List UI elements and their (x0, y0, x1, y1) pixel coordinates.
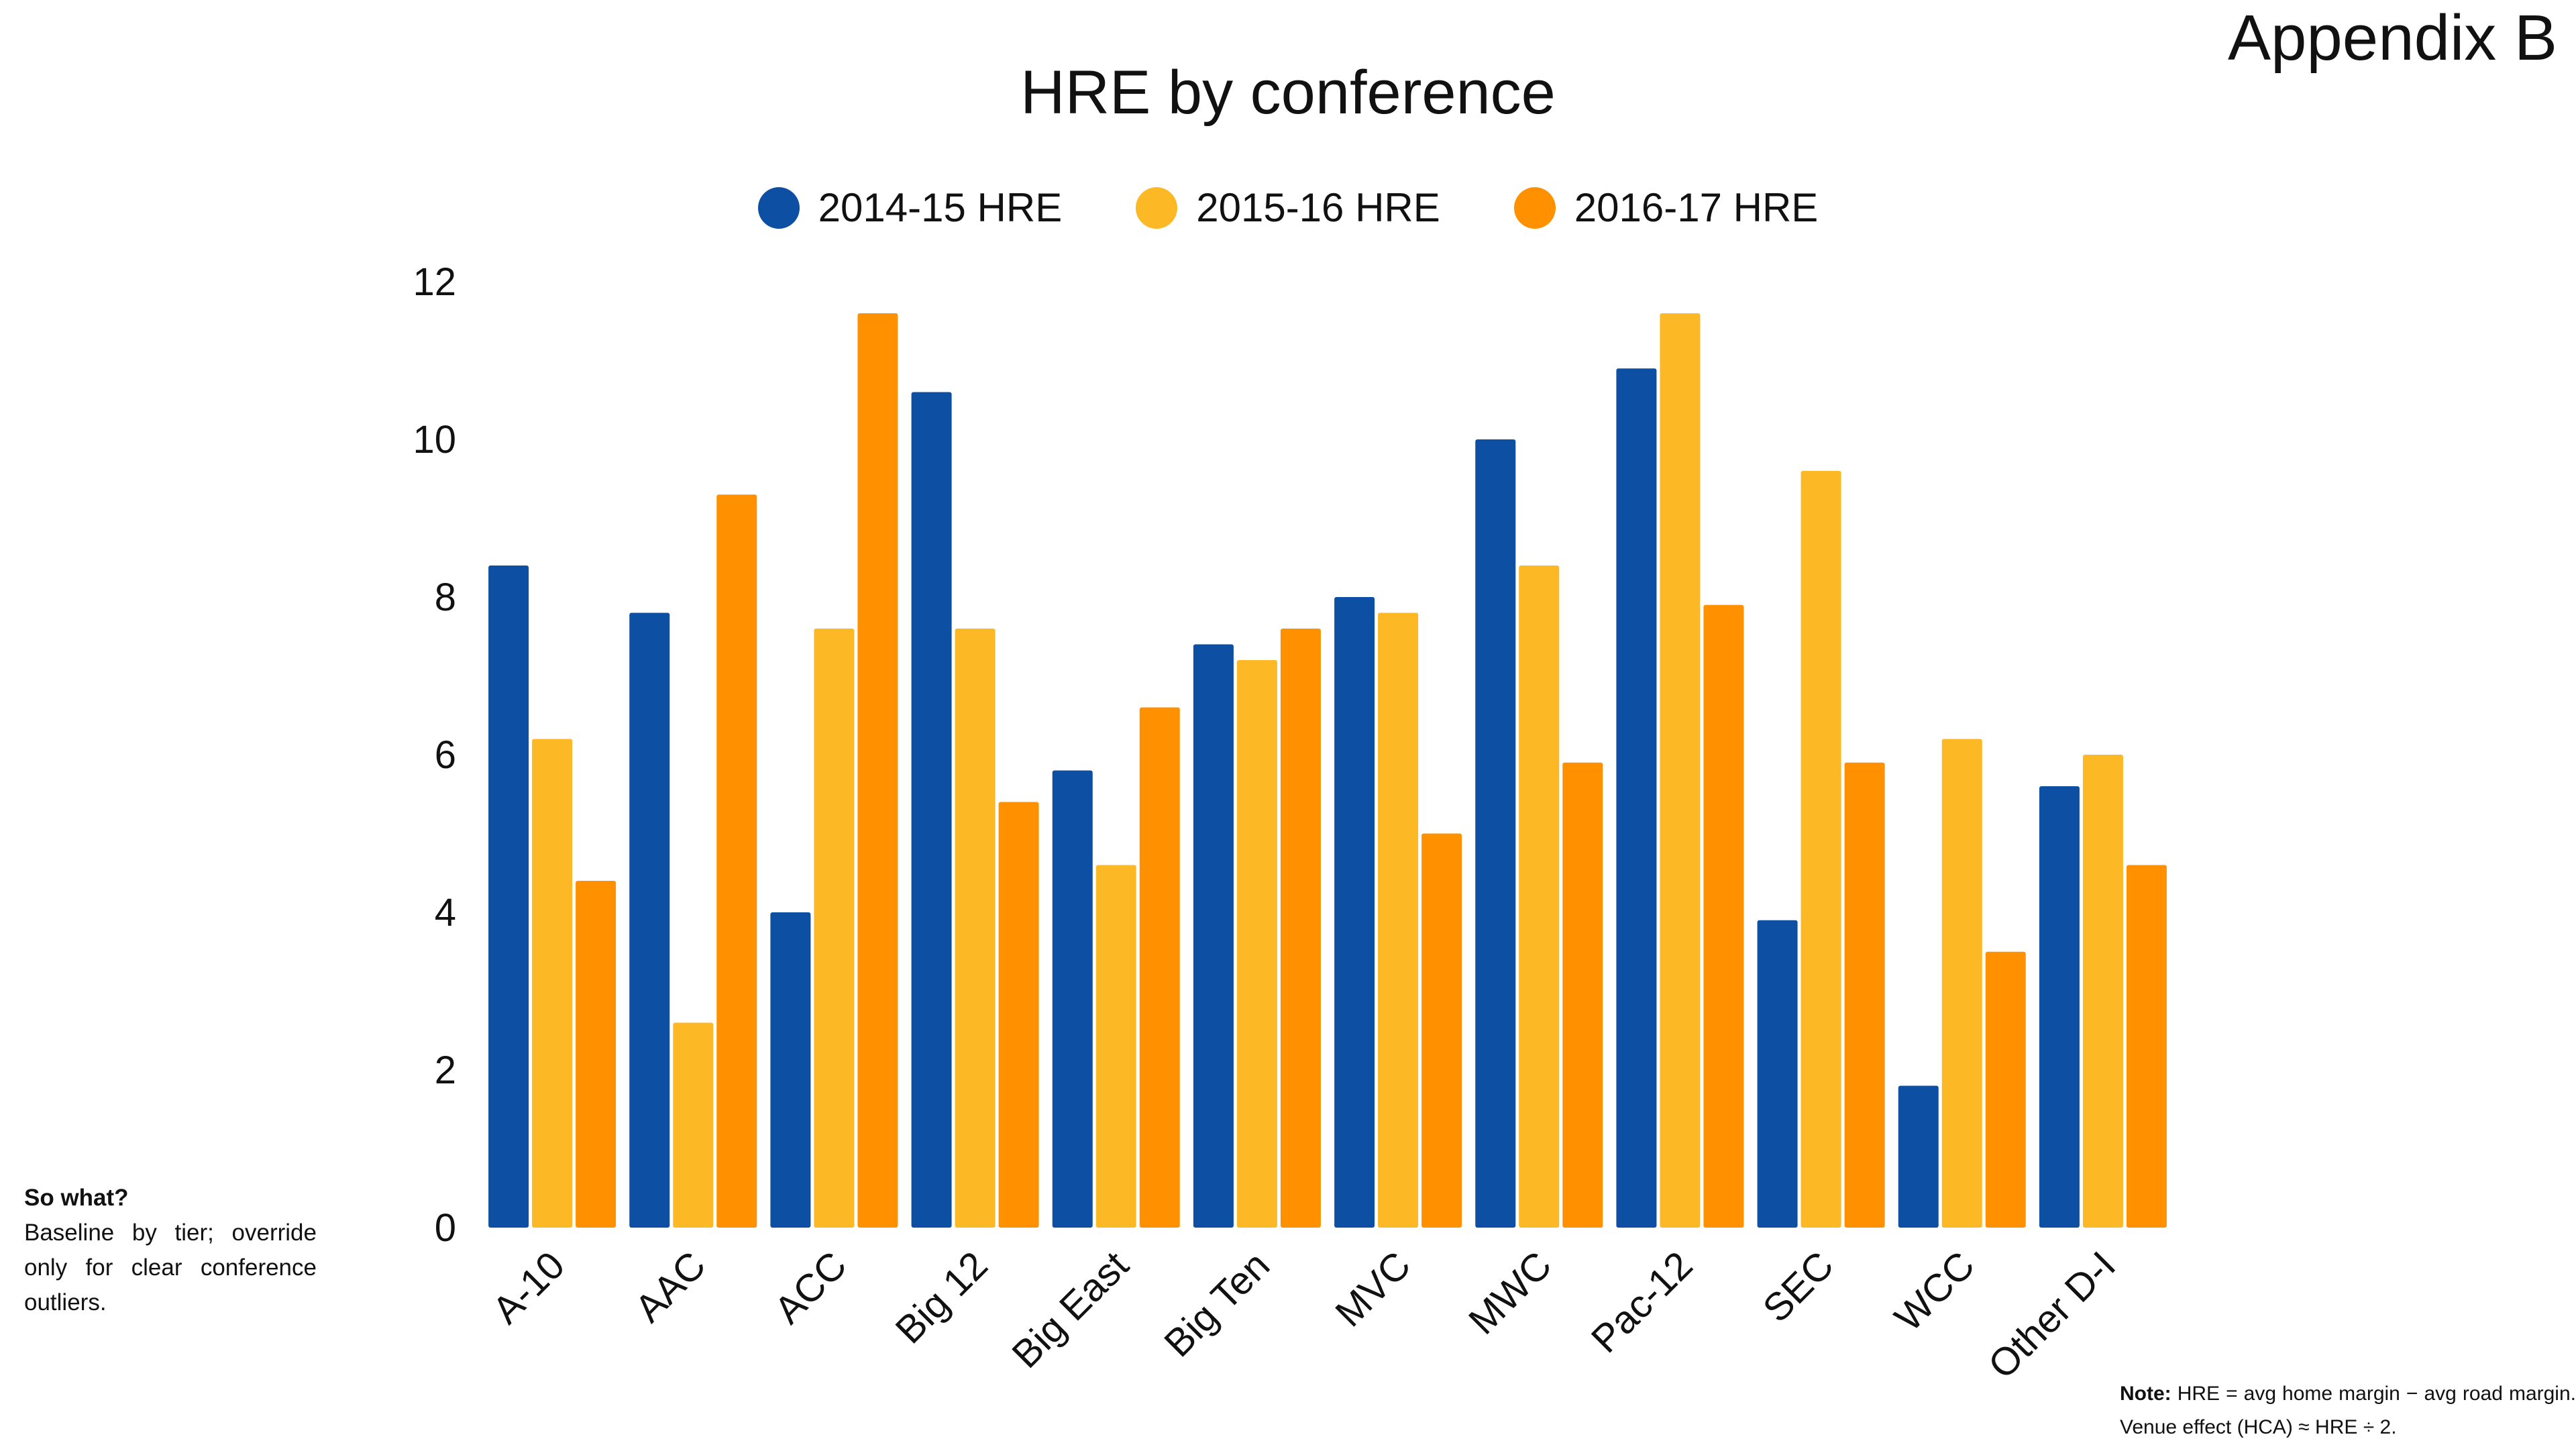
bar-aac-2014-15 (629, 612, 670, 1228)
footnote-text: HRE = avg home margin − avg road margin.… (2120, 1383, 2576, 1438)
so-what-heading: So what? (24, 1185, 129, 1211)
bar-aac-2015-16 (673, 1022, 714, 1228)
bar-wcc-2014-15 (1898, 1085, 1939, 1228)
bar-pac-12-2014-15 (1616, 368, 1657, 1228)
bar-big-east-2014-15 (1052, 770, 1093, 1228)
legend-swatch (1136, 187, 1178, 229)
y-tick-label: 0 (435, 1206, 456, 1250)
bar-acc-2014-15 (770, 912, 811, 1228)
appendix-label: Appendix B (2227, 2, 2557, 74)
bar-big-12-2015-16 (955, 629, 996, 1228)
y-tick-label: 6 (435, 733, 456, 777)
footnote-heading: Note: (2120, 1383, 2171, 1405)
x-tick-label: A-10 (484, 1243, 574, 1332)
legend-item-2014-15: 2014-15 HRE (757, 181, 1063, 235)
bar-sec-2014-15 (1757, 920, 1798, 1228)
bar-a-10-2014-15 (488, 566, 529, 1228)
bar-mwc-2014-15 (1475, 439, 1516, 1228)
chart-legend: 2014-15 HRE 2015-16 HRE 2016-17 HRE (0, 181, 2576, 235)
legend-swatch (757, 187, 800, 229)
bar-big-east-2015-16 (1095, 865, 1136, 1228)
y-tick-label: 2 (435, 1049, 456, 1092)
y-tick-label: 12 (413, 260, 456, 304)
bar-aac-2016-17 (716, 494, 757, 1228)
y-tick-label: 4 (435, 891, 456, 934)
x-tick-label: Big Ten (1156, 1243, 1278, 1365)
bar-mvc-2014-15 (1334, 597, 1375, 1228)
bar-big-east-2016-17 (1139, 707, 1180, 1228)
x-tick-label: WCC (1886, 1243, 1983, 1340)
bar-a-10-2016-17 (576, 881, 616, 1228)
bar-big-12-2014-15 (911, 392, 952, 1228)
y-tick-label: 8 (435, 576, 456, 619)
bar-big-ten-2014-15 (1193, 644, 1234, 1228)
so-what-text: Baseline by tier; override only for clea… (24, 1220, 317, 1316)
legend-label: 2016-17 HRE (1574, 185, 1819, 230)
bar-big-ten-2016-17 (1280, 629, 1321, 1228)
bar-mvc-2016-17 (1421, 833, 1462, 1228)
x-tick-label: Big East (1004, 1243, 1137, 1377)
bar-other-d-i-2015-16 (2082, 755, 2123, 1228)
legend-label: 2015-16 HRE (1196, 185, 1440, 230)
bar-wcc-2016-17 (1985, 951, 2026, 1228)
footnote: Note: HRE = avg home margin − avg road m… (2120, 1377, 2576, 1444)
bar-sec-2015-16 (1801, 471, 1841, 1228)
bar-other-d-i-2014-15 (2039, 786, 2080, 1228)
bar-big-ten-2015-16 (1236, 660, 1277, 1228)
legend-item-2016-17: 2016-17 HRE (1513, 181, 1819, 235)
x-tick-label: ACC (766, 1243, 855, 1332)
bar-a-10-2015-16 (532, 739, 573, 1228)
bar-mwc-2016-17 (1562, 762, 1603, 1228)
x-tick-label: Other D-I (1980, 1243, 2125, 1387)
legend-label: 2014-15 HRE (818, 185, 1063, 230)
bar-mwc-2015-16 (1519, 566, 1560, 1228)
x-tick-label: SEC (1754, 1243, 1841, 1330)
x-tick-label: MVC (1327, 1243, 1419, 1335)
legend-swatch (1513, 187, 1556, 229)
bar-pac-12-2016-17 (1703, 604, 1744, 1228)
bar-acc-2016-17 (857, 313, 898, 1228)
y-tick-label: 10 (413, 418, 456, 462)
bar-big-12-2016-17 (998, 802, 1039, 1228)
so-what-note: So what? Baseline by tier; override only… (24, 1181, 317, 1320)
x-tick-label: Pac-12 (1583, 1243, 1701, 1361)
bar-mvc-2015-16 (1378, 612, 1419, 1228)
chart-title: HRE by conference (1020, 58, 1556, 127)
legend-item-2015-16: 2015-16 HRE (1136, 181, 1440, 235)
x-tick-label: MWC (1460, 1243, 1560, 1342)
x-tick-label: AAC (627, 1243, 714, 1330)
bar-pac-12-2015-16 (1660, 313, 1701, 1228)
bar-acc-2015-16 (814, 629, 855, 1228)
bar-other-d-i-2016-17 (2126, 865, 2167, 1228)
bar-wcc-2015-16 (1941, 739, 1982, 1228)
x-tick-label: Big 12 (888, 1243, 996, 1352)
bar-sec-2016-17 (1844, 762, 1885, 1228)
